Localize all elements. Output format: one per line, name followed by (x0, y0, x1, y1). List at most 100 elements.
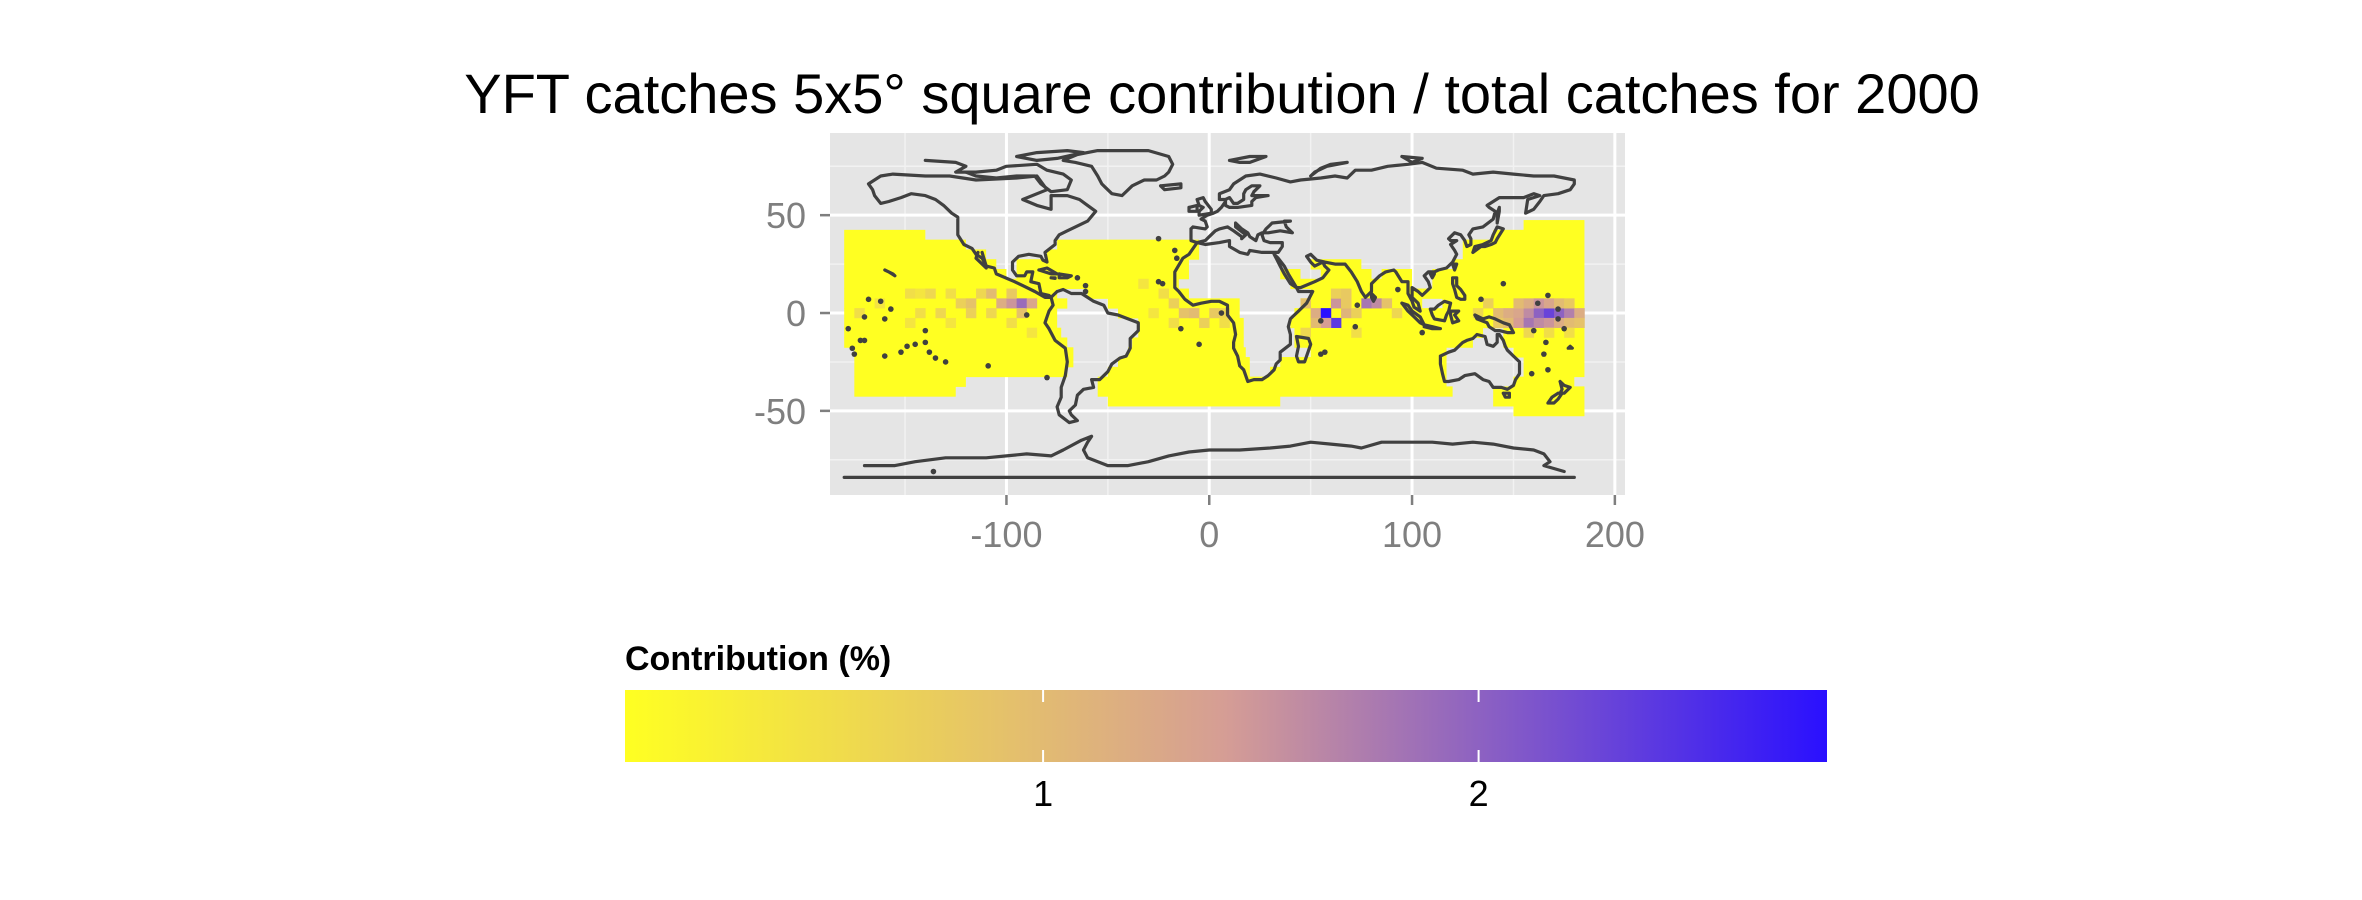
catch-cell (1574, 308, 1585, 319)
catch-band (1320, 268, 1372, 280)
island (861, 314, 868, 320)
island (1173, 255, 1180, 262)
island (1555, 306, 1561, 312)
island (1419, 329, 1425, 336)
catch-cell (1554, 298, 1565, 309)
island (1534, 300, 1541, 307)
catch-cell (915, 288, 926, 299)
legend-colorbar (625, 690, 1827, 762)
island (1528, 370, 1535, 377)
catch-cells (844, 220, 1585, 417)
coastline (923, 158, 978, 174)
catch-cell (1391, 308, 1403, 319)
island (877, 298, 884, 305)
catch-cell (965, 298, 977, 309)
catch-band (1107, 396, 1281, 407)
catch-cell (945, 317, 957, 328)
catch-band (1117, 357, 1250, 368)
island (857, 337, 864, 344)
island (1218, 310, 1225, 316)
island (1317, 318, 1324, 324)
coastline (1195, 196, 1213, 217)
coastline (1369, 291, 1378, 303)
legend-title: Contribution (%) (625, 640, 891, 678)
island (930, 468, 937, 475)
catch-cell (1320, 317, 1332, 328)
island (1541, 351, 1547, 357)
island (1530, 327, 1537, 334)
coastline (1422, 323, 1442, 331)
catch-band (1523, 220, 1585, 231)
island (865, 296, 872, 303)
y-axis-tick-label: -50 (754, 391, 806, 432)
coastline (1187, 203, 1199, 213)
coastline (1558, 379, 1572, 395)
x-axis-tick-label: 0 (1199, 514, 1219, 555)
catch-band (1107, 366, 1250, 378)
catch-cell (1472, 308, 1484, 319)
y-axis-tick-label: 0 (786, 293, 806, 334)
catch-cell (1168, 298, 1180, 309)
catch-band (844, 249, 987, 260)
catch-band (1452, 259, 1585, 270)
island (904, 343, 910, 350)
catch-band (1493, 396, 1585, 407)
coastline (1037, 266, 1059, 276)
catch-band (1432, 268, 1585, 280)
catch-cell (1543, 308, 1555, 319)
coastline (1473, 313, 1516, 335)
catch-band (1280, 357, 1447, 368)
catch-cell (1523, 308, 1535, 319)
catch-band (844, 278, 1037, 290)
island (912, 341, 918, 348)
x-axis-tick-label: 200 (1585, 514, 1645, 555)
coastline (1451, 262, 1459, 272)
island (1159, 280, 1166, 287)
catch-cell (1351, 308, 1362, 319)
catch-cell (955, 298, 967, 309)
island (1082, 288, 1089, 295)
coastline-map (842, 149, 1576, 479)
catch-cell (1219, 308, 1230, 319)
island (881, 316, 888, 322)
coastline (862, 434, 1566, 474)
catch-band (854, 357, 1074, 368)
coastline (1428, 299, 1453, 323)
coastline (1057, 272, 1073, 280)
coastline (1015, 149, 1086, 162)
island (1478, 296, 1484, 303)
catch-cell (1523, 317, 1535, 328)
catch-cell (1493, 317, 1504, 328)
catch-cell (1209, 308, 1220, 319)
coastline (1546, 391, 1564, 405)
catch-cell (1016, 298, 1028, 309)
catch-cell (1574, 317, 1585, 328)
coastline (964, 162, 1073, 194)
catch-band (1462, 249, 1585, 260)
catch-cell (1148, 308, 1159, 319)
catch-band (1036, 278, 1179, 290)
catch-cell (1168, 317, 1180, 328)
catch-cell (1341, 298, 1352, 309)
island (1074, 275, 1081, 281)
island (1354, 302, 1361, 308)
catch-cell (1310, 308, 1322, 319)
catch-cell (1381, 298, 1393, 309)
catch-cell (1188, 308, 1200, 319)
catch-band (844, 239, 966, 250)
catch-cell (1564, 327, 1575, 338)
x-axis-tick-label: -100 (970, 514, 1042, 555)
catch-cell (1533, 317, 1545, 328)
catch-cell (986, 288, 997, 299)
island (1500, 280, 1507, 287)
coastline (1566, 344, 1574, 350)
catch-band (1290, 278, 1372, 290)
catch-band (844, 337, 1068, 348)
catch-cell (1310, 317, 1322, 328)
catch-band (1503, 327, 1585, 338)
catch-cell (905, 288, 916, 299)
catch-band (1523, 366, 1585, 378)
catch-cell (1320, 308, 1332, 319)
island (1317, 351, 1324, 357)
island (932, 355, 939, 361)
